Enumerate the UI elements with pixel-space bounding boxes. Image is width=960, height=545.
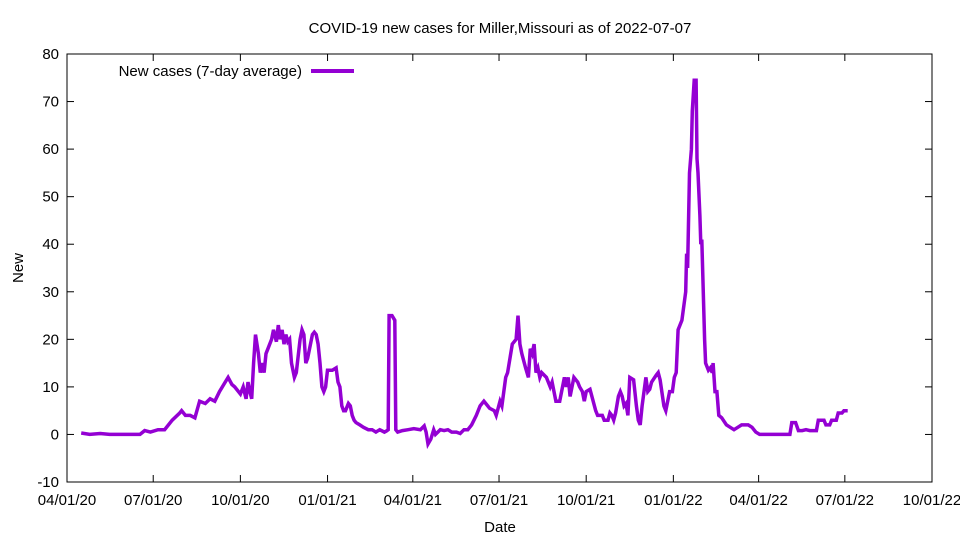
x-tick-label: 04/01/20 — [38, 492, 96, 509]
y-tick-label: 40 — [42, 236, 59, 253]
legend-label: New cases (7-day average) — [119, 63, 302, 80]
x-axis-label: Date — [484, 519, 516, 536]
y-tick-label: 0 — [51, 426, 59, 443]
x-tick-label: 10/01/22 — [903, 492, 960, 509]
x-tick-label: 07/01/21 — [470, 492, 528, 509]
y-tick-label: 10 — [42, 379, 59, 396]
series-line-new-cases — [80, 78, 848, 450]
y-tick-label: 50 — [42, 189, 59, 206]
chart-title: COVID-19 new cases for Miller,Missouri a… — [309, 20, 692, 37]
x-tick-label: 07/01/20 — [124, 492, 182, 509]
x-axis: 04/01/20 07/01/20 10/01/20 01/01/21 04/01/21… — [38, 54, 960, 509]
y-tick-label: 70 — [42, 94, 59, 111]
y-axis-label: New — [10, 253, 27, 283]
y-tick-label: 20 — [42, 331, 59, 348]
x-tick-label: 10/01/21 — [557, 492, 615, 509]
x-tick-label: 07/01/22 — [816, 492, 874, 509]
y-tick-label: 60 — [42, 141, 59, 158]
y-axis: -10 0 10 20 30 40 50 60 70 80 — [37, 46, 932, 491]
legend: New cases (7-day average) — [119, 63, 354, 80]
y-tick-label: 30 — [42, 284, 59, 301]
x-tick-label: 01/01/21 — [298, 492, 356, 509]
plot-border — [66, 53, 933, 483]
y-tick-label: 80 — [42, 46, 59, 63]
x-tick-label: 01/01/22 — [644, 492, 702, 509]
x-tick-label: 04/01/22 — [729, 492, 787, 509]
x-tick-label: 10/01/20 — [211, 492, 269, 509]
y-tick-label: -10 — [37, 474, 59, 491]
x-tick-label: 04/01/21 — [384, 492, 442, 509]
